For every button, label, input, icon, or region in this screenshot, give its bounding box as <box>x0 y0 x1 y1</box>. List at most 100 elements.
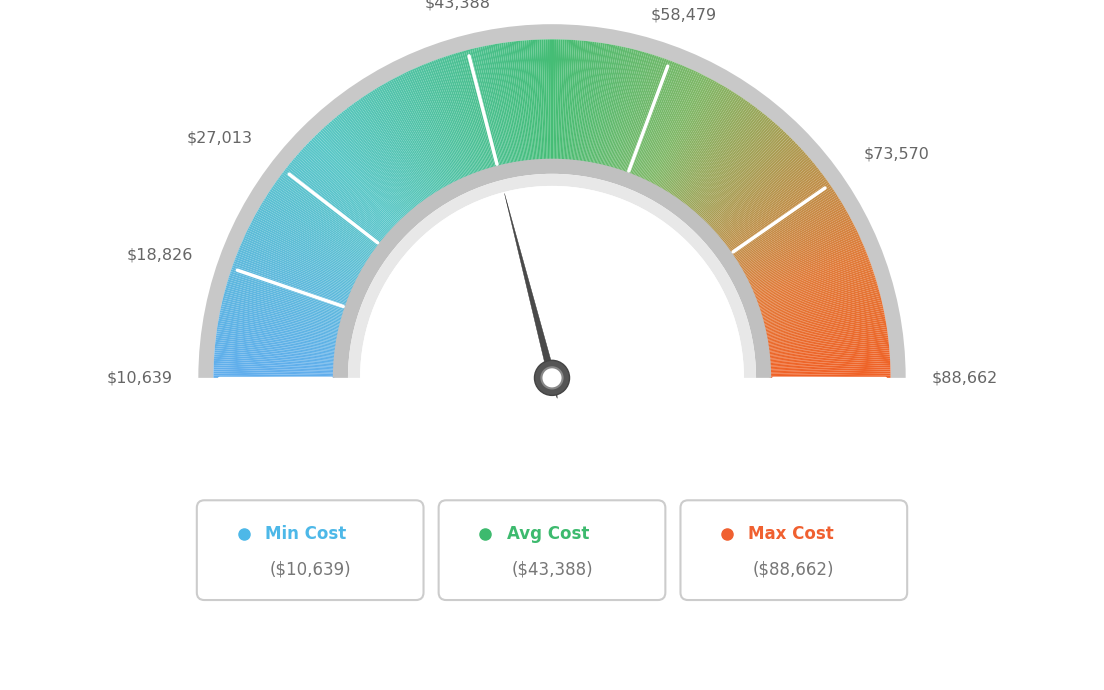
Wedge shape <box>214 355 335 364</box>
Text: $18,826: $18,826 <box>127 248 193 263</box>
Wedge shape <box>597 46 624 165</box>
Wedge shape <box>747 230 858 284</box>
Wedge shape <box>227 279 343 316</box>
Wedge shape <box>422 65 469 177</box>
Wedge shape <box>662 86 726 191</box>
Wedge shape <box>353 103 425 201</box>
Wedge shape <box>767 329 888 348</box>
Wedge shape <box>552 39 554 160</box>
Wedge shape <box>363 95 432 197</box>
Wedge shape <box>457 52 492 169</box>
Wedge shape <box>769 353 890 363</box>
Wedge shape <box>330 121 410 214</box>
Wedge shape <box>646 72 700 182</box>
Wedge shape <box>768 339 889 355</box>
Wedge shape <box>641 69 692 180</box>
Wedge shape <box>763 294 881 325</box>
Wedge shape <box>762 288 879 321</box>
Wedge shape <box>223 294 341 325</box>
Text: $10,639: $10,639 <box>107 371 172 385</box>
Wedge shape <box>402 73 457 183</box>
Wedge shape <box>728 179 827 251</box>
Wedge shape <box>295 155 388 236</box>
Wedge shape <box>749 234 859 286</box>
Wedge shape <box>574 41 588 161</box>
Wedge shape <box>219 317 338 339</box>
Wedge shape <box>365 95 433 197</box>
Circle shape <box>534 360 570 395</box>
Wedge shape <box>718 159 811 238</box>
Wedge shape <box>573 41 586 161</box>
Wedge shape <box>215 344 336 357</box>
Wedge shape <box>245 234 355 286</box>
Wedge shape <box>767 323 887 344</box>
Wedge shape <box>539 39 545 160</box>
Wedge shape <box>269 189 371 258</box>
Wedge shape <box>740 206 845 268</box>
Text: $73,570: $73,570 <box>863 146 930 161</box>
Wedge shape <box>765 306 883 333</box>
Wedge shape <box>707 140 795 226</box>
Wedge shape <box>740 208 846 269</box>
Wedge shape <box>522 41 534 161</box>
Wedge shape <box>302 148 392 231</box>
Wedge shape <box>684 109 760 206</box>
Wedge shape <box>362 97 431 198</box>
Wedge shape <box>247 228 357 283</box>
Wedge shape <box>506 42 523 162</box>
Wedge shape <box>215 339 336 355</box>
Wedge shape <box>216 331 337 349</box>
Wedge shape <box>765 313 884 337</box>
Wedge shape <box>769 355 890 364</box>
Wedge shape <box>703 134 788 222</box>
Text: Avg Cost: Avg Cost <box>507 524 590 542</box>
Wedge shape <box>327 124 408 215</box>
Wedge shape <box>733 189 835 258</box>
Wedge shape <box>348 106 422 204</box>
Wedge shape <box>675 98 744 199</box>
Wedge shape <box>461 51 496 168</box>
Wedge shape <box>470 49 500 167</box>
Wedge shape <box>582 43 601 162</box>
Wedge shape <box>280 174 379 248</box>
Wedge shape <box>723 168 819 244</box>
Wedge shape <box>692 119 771 212</box>
Wedge shape <box>378 86 442 191</box>
Wedge shape <box>309 140 397 226</box>
Wedge shape <box>762 290 880 322</box>
Wedge shape <box>731 186 832 255</box>
Wedge shape <box>743 215 850 274</box>
Wedge shape <box>671 95 739 197</box>
Wedge shape <box>298 152 390 234</box>
Wedge shape <box>615 54 652 170</box>
Wedge shape <box>764 302 882 331</box>
Wedge shape <box>240 246 352 294</box>
Wedge shape <box>565 40 575 161</box>
Wedge shape <box>234 259 348 303</box>
Wedge shape <box>628 61 672 175</box>
Wedge shape <box>729 181 828 252</box>
Wedge shape <box>693 120 773 213</box>
Wedge shape <box>686 110 761 207</box>
Wedge shape <box>722 167 818 244</box>
Text: ($10,639): ($10,639) <box>269 561 351 579</box>
Wedge shape <box>213 369 335 374</box>
Wedge shape <box>424 64 470 177</box>
Wedge shape <box>214 353 335 363</box>
Wedge shape <box>301 149 392 232</box>
Wedge shape <box>766 321 887 342</box>
Wedge shape <box>683 108 757 205</box>
Wedge shape <box>415 67 466 179</box>
Wedge shape <box>464 50 497 168</box>
Text: $43,388: $43,388 <box>424 0 490 10</box>
Wedge shape <box>769 361 890 368</box>
Wedge shape <box>219 319 338 341</box>
Wedge shape <box>680 104 753 203</box>
Wedge shape <box>655 79 713 186</box>
Wedge shape <box>638 67 689 179</box>
Wedge shape <box>667 90 732 193</box>
Wedge shape <box>344 109 420 206</box>
Wedge shape <box>614 53 650 170</box>
Wedge shape <box>332 159 772 378</box>
Wedge shape <box>323 127 406 217</box>
